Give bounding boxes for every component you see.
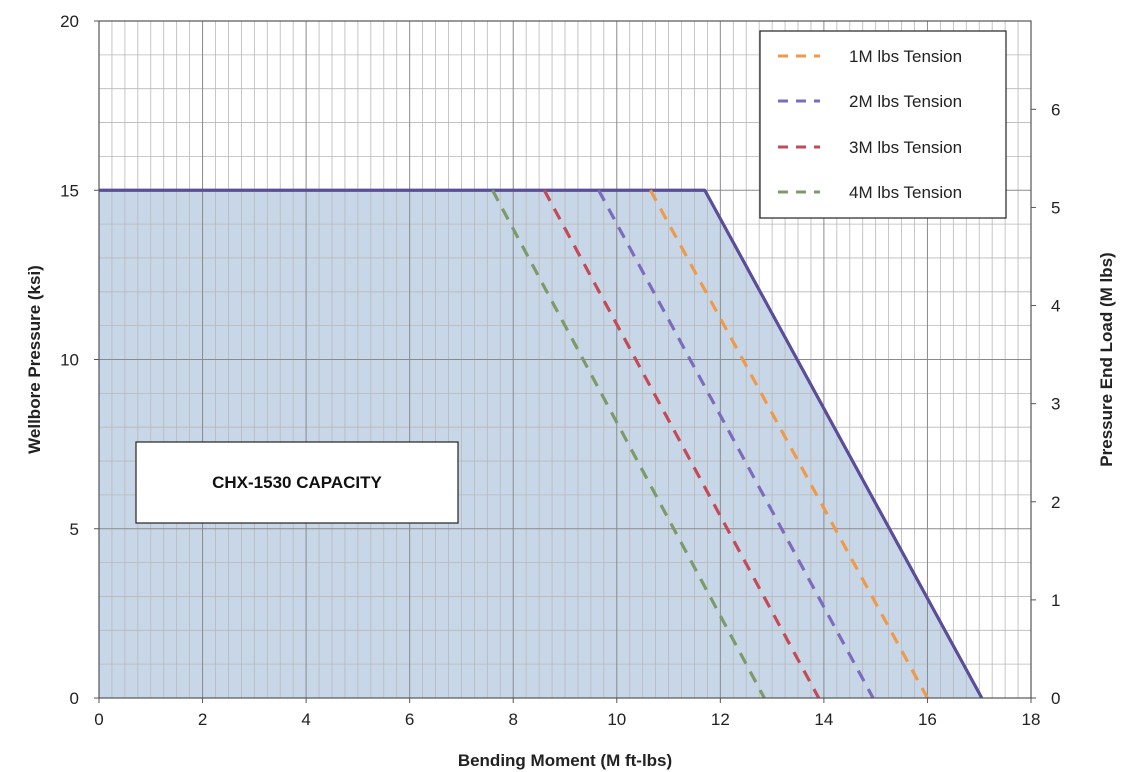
- y2-tick-label: 2: [1051, 493, 1060, 512]
- legend-label-2: 2M lbs Tension: [849, 92, 962, 111]
- x-axis-title: Bending Moment (M ft-lbs): [458, 751, 672, 770]
- y-tick-label: 15: [60, 181, 79, 200]
- x-tick-label: 2: [198, 710, 207, 729]
- x-tick-label: 12: [711, 710, 730, 729]
- x-tick-label: 10: [607, 710, 626, 729]
- capacity-boundary-layer: [99, 188, 984, 699]
- legend-label-3: 3M lbs Tension: [849, 138, 962, 157]
- legend-item-3: 3M lbs Tension: [778, 138, 962, 157]
- legend-box: [759, 30, 1007, 219]
- y2-tick-label: 3: [1051, 395, 1060, 414]
- y-tick-label: 0: [70, 689, 79, 708]
- legend-label-4: 4M lbs Tension: [849, 183, 962, 202]
- y2-axis-title: Pressure End Load (M lbs): [1097, 252, 1116, 466]
- x-tick-label: 18: [1022, 710, 1041, 729]
- x-tick-label: 8: [508, 710, 517, 729]
- legend-label-1: 1M lbs Tension: [849, 47, 962, 66]
- series-line-4: [491, 189, 766, 699]
- x-tick-label: 14: [814, 710, 833, 729]
- y-tick-label: 10: [60, 351, 79, 370]
- capacity-fill-layer: [99, 190, 982, 698]
- legend-item-2: 2M lbs Tension: [778, 92, 962, 111]
- capacity-fill: [99, 190, 982, 698]
- y2-tick-label: 0: [1051, 689, 1060, 708]
- x-tick-label: 16: [918, 710, 937, 729]
- y2-tick-label: 4: [1051, 297, 1060, 316]
- x-tick-label: 0: [94, 710, 103, 729]
- y-axis-title: Wellbore Pressure (ksi): [25, 265, 44, 454]
- legend-item-4: 4M lbs Tension: [778, 183, 962, 202]
- y2-tick-label: 1: [1051, 591, 1060, 610]
- y2-tick-label: 6: [1051, 100, 1060, 119]
- series-layer: [491, 189, 929, 699]
- legend-item-1: 1M lbs Tension: [778, 47, 962, 66]
- annotation-layer: CHX-1530 CAPACITY 1M lbs Tension 2M lbs …: [135, 30, 1007, 524]
- y2-tick-label: 5: [1051, 198, 1060, 217]
- capacity-label: CHX-1530 CAPACITY: [212, 473, 382, 492]
- capacity-boundary-line: [99, 188, 984, 699]
- capacity-label-box: [135, 441, 459, 524]
- x-tick-label: 4: [301, 710, 310, 729]
- y-tick-label: 20: [60, 12, 79, 31]
- y-tick-label: 5: [70, 520, 79, 539]
- x-tick-label: 6: [405, 710, 414, 729]
